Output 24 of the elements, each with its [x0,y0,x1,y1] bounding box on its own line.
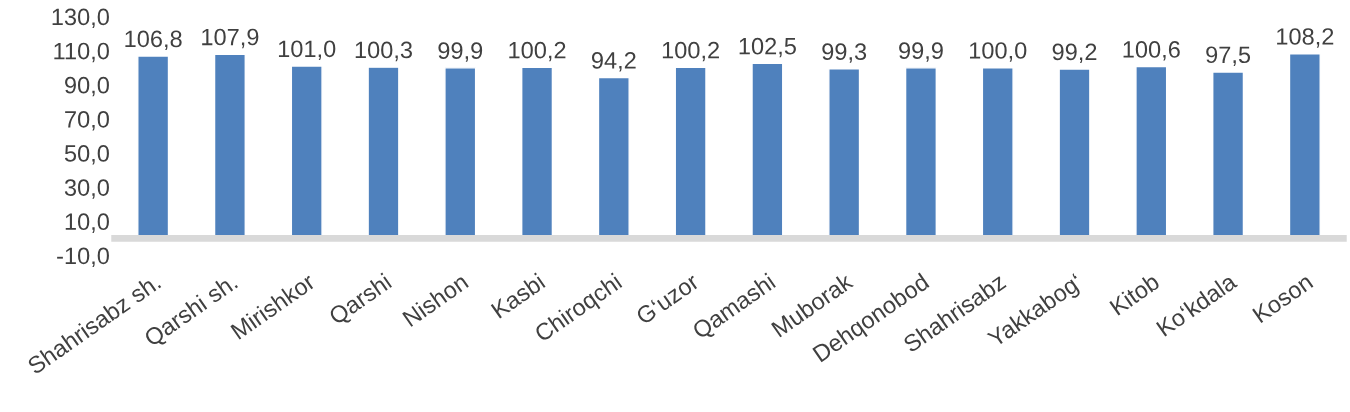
y-tick-label: 110,0 [54,42,109,63]
data-label: 100,0 [969,42,1027,62]
y-tick-label: 10,0 [65,213,109,233]
data-label: 100,2 [662,41,719,62]
data-label: 100,3 [355,41,412,62]
y-tick-label: 90,0 [65,76,109,97]
data-label: 99,3 [822,43,867,63]
y-tick-label: -10,0 [57,247,109,268]
y-tick-label: 130,0 [52,8,109,29]
data-label: 100,6 [1123,41,1180,61]
data-label: 97,5 [1206,46,1251,66]
y-tick-label: 50,0 [64,145,109,165]
data-label: 106,8 [125,30,182,51]
data-label: 107,9 [202,28,259,49]
data-label: 102,5 [739,37,796,58]
y-tick-label: 30,0 [64,179,109,199]
data-label: 99,2 [1052,43,1097,64]
y-tick-label: 70,0 [65,110,109,131]
data-label: 94,2 [591,52,636,72]
data-label: 99,9 [899,42,943,62]
data-label: 101,0 [278,40,336,60]
data-label: 99,9 [438,42,483,62]
data-label: 100,2 [509,41,566,62]
data-label: 108,2 [1277,28,1334,48]
